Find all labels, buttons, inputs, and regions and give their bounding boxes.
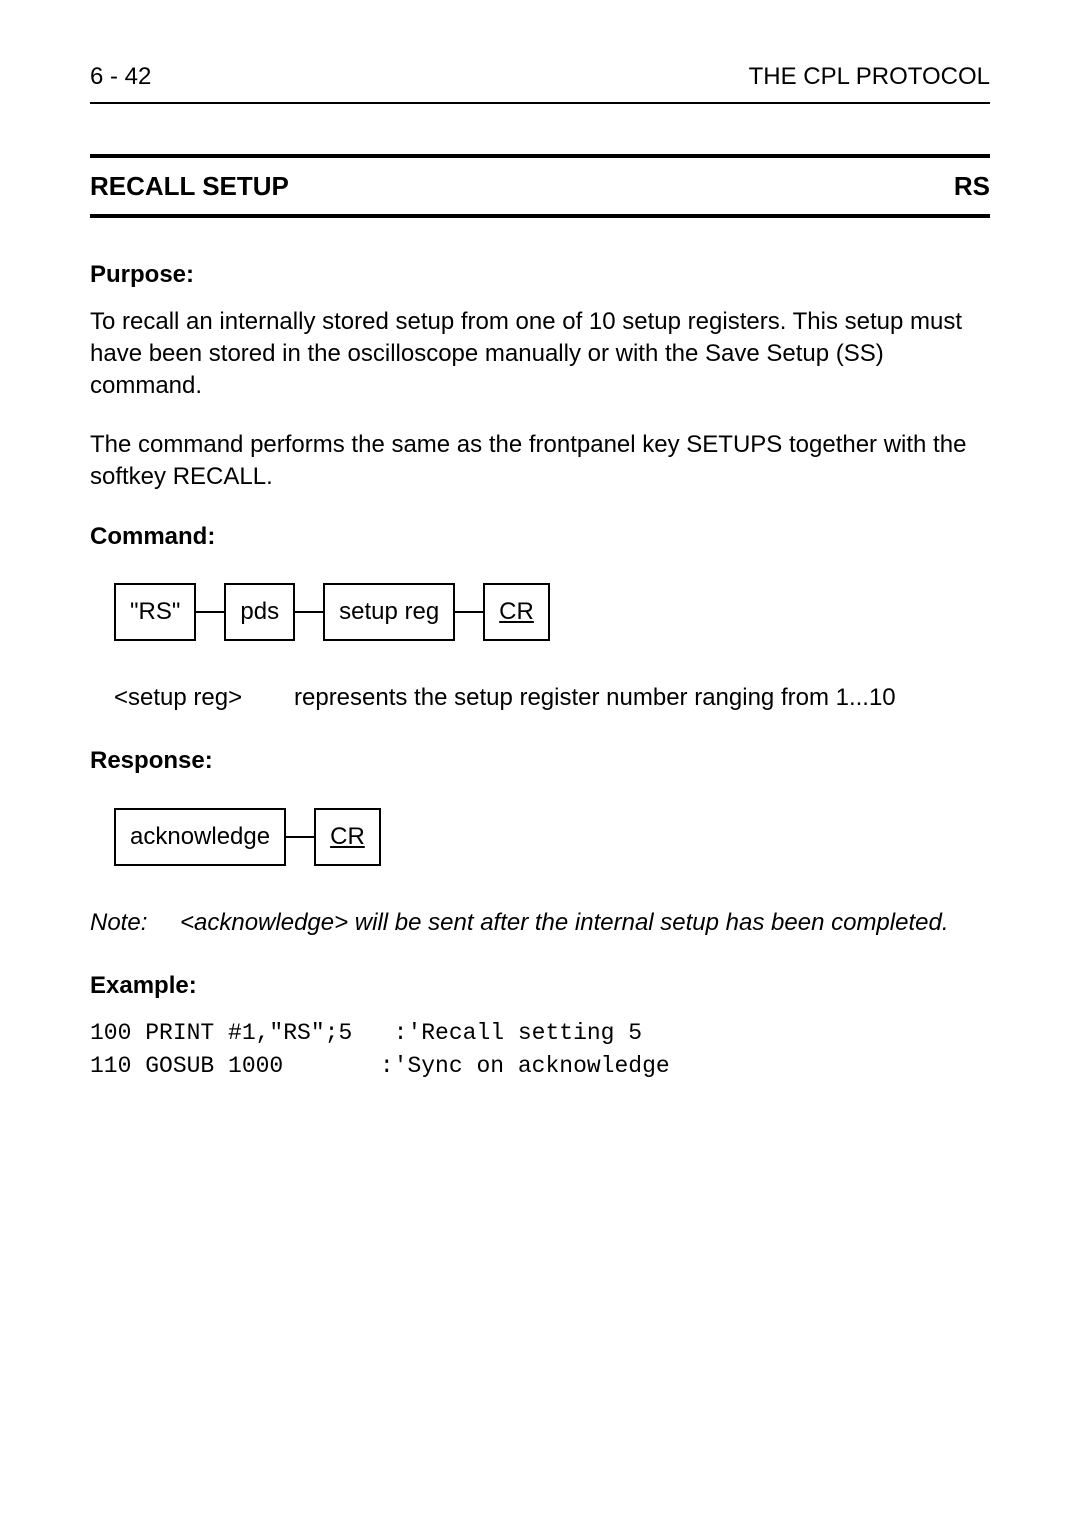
parameter-description: represents the setup register number ran… xyxy=(294,681,896,715)
purpose-para-1: To recall an internally stored setup fro… xyxy=(90,306,990,403)
page-number: 6 - 42 xyxy=(90,60,151,94)
note-text: <acknowledge> will be sent after the int… xyxy=(180,906,990,940)
note-label: Note: xyxy=(90,906,180,940)
command-name: RECALL SETUP xyxy=(90,168,289,204)
syntax-connector xyxy=(286,836,314,838)
parameter-term: <setup reg> xyxy=(114,681,294,715)
syntax-box-setupreg: setup reg xyxy=(323,583,455,641)
example-label: Example: xyxy=(90,969,990,1003)
syntax-box-acknowledge: acknowledge xyxy=(114,808,286,866)
parameter-row: <setup reg> represents the setup registe… xyxy=(114,681,990,715)
command-code: RS xyxy=(954,168,990,204)
command-title-block: RECALL SETUP RS xyxy=(90,154,990,218)
note-block: Note: <acknowledge> will be sent after t… xyxy=(90,906,990,940)
syntax-connector xyxy=(295,611,323,613)
response-label: Response: xyxy=(90,744,990,778)
syntax-box-pds: pds xyxy=(224,583,295,641)
command-syntax-diagram: "RS" pds setup reg CR xyxy=(114,583,990,641)
purpose-para-2: The command performs the same as the fro… xyxy=(90,429,990,494)
response-syntax-diagram: acknowledge CR xyxy=(114,808,990,866)
purpose-label: Purpose: xyxy=(90,258,990,292)
syntax-box-rs: "RS" xyxy=(114,583,196,641)
page-header: 6 - 42 THE CPL PROTOCOL xyxy=(90,60,990,104)
syntax-connector xyxy=(455,611,483,613)
syntax-box-cr: CR xyxy=(483,583,550,641)
syntax-connector xyxy=(196,611,224,613)
chapter-title: THE CPL PROTOCOL xyxy=(749,60,990,94)
command-label: Command: xyxy=(90,520,990,554)
example-code: 100 PRINT #1,"RS";5 :'Recall setting 5 1… xyxy=(90,1017,990,1084)
syntax-box-cr: CR xyxy=(314,808,381,866)
